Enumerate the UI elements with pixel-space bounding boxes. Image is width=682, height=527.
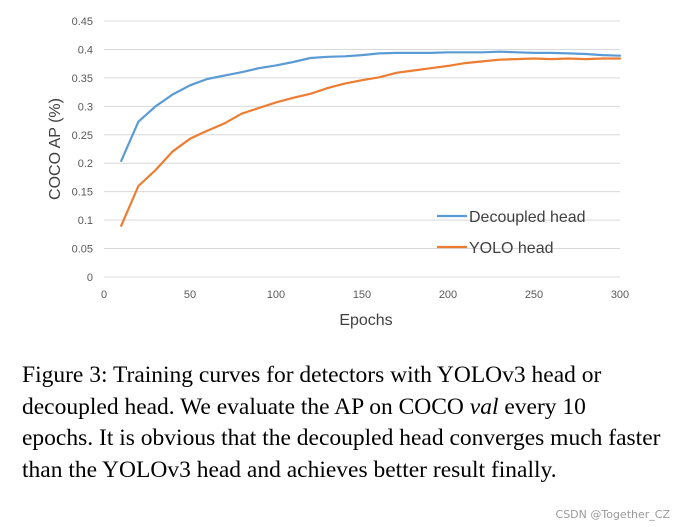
- y-tick-label: 0.2: [78, 158, 93, 170]
- training-curves-chart: 0 0.05 0.1 0.15 0.2 0.25 0.3 0.35 0.4 0.45 0 50 100…: [47, 16, 629, 329]
- legend-label: YOLO head: [469, 240, 554, 257]
- caption-tail: every 10 epochs. It is obvious that the …: [22, 393, 661, 483]
- y-tick-labels: 0 0.05 0.1 0.15 0.2 0.25 0.3 0.35 0.4 0.45: [72, 16, 93, 284]
- caption-lead: Figure 3: Training curves for detectors …: [22, 362, 602, 420]
- watermark: CSDN @Together_CZ: [555, 508, 670, 521]
- y-tick-label: 0.3: [78, 101, 93, 113]
- y-tick-label: 0.35: [72, 73, 93, 85]
- x-tick-label: 150: [353, 289, 371, 301]
- y-tick-label: 0.45: [72, 16, 93, 28]
- x-tick-label: 250: [525, 289, 543, 301]
- caption-val-italic: val: [469, 393, 499, 420]
- legend-label: Decoupled head: [469, 209, 586, 226]
- x-tick-labels: 0 50 100 150 200 250 300: [101, 289, 629, 301]
- y-tick-label: 0.05: [72, 244, 93, 256]
- x-tick-label: 0: [101, 289, 107, 301]
- series-line-decoupled-head: [120, 50, 622, 162]
- figure-caption: Figure 3: Training curves for detectors …: [22, 360, 662, 486]
- y-tick-label: 0.1: [78, 215, 93, 227]
- series-line-yolo-head: [120, 57, 622, 227]
- y-tick-label: 0.15: [72, 187, 93, 199]
- y-tick-label: 0: [87, 272, 93, 284]
- gridlines: [104, 20, 620, 250]
- series-lines: [120, 50, 622, 227]
- x-tick-label: 300: [611, 289, 629, 301]
- y-tick-label: 0.4: [78, 44, 93, 56]
- legend: Decoupled head YOLO head: [437, 209, 586, 257]
- x-tick-label: 200: [439, 289, 457, 301]
- y-axis-title: COCO AP (%): [47, 98, 64, 200]
- x-tick-label: 50: [184, 289, 196, 301]
- y-tick-label: 0.25: [72, 130, 93, 142]
- x-axis-title: Epochs: [339, 312, 392, 329]
- x-tick-label: 100: [267, 289, 285, 301]
